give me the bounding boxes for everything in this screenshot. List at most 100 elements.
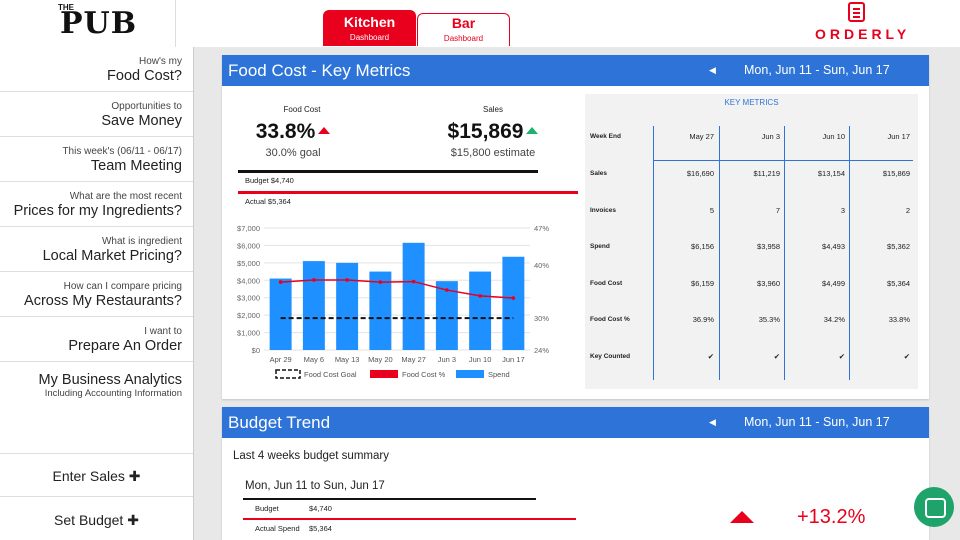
table-header-label: Week End (590, 133, 621, 140)
actual-bar (238, 191, 578, 194)
clipboard-icon (848, 2, 865, 22)
food-cost-goal: 30.0% goal (265, 147, 321, 159)
sales-value: $15,869 (418, 120, 568, 144)
prev-week-arrow-icon[interactable]: ◀ (709, 65, 716, 75)
bar (369, 271, 392, 350)
food-cost-point (378, 280, 383, 284)
budget-bar (238, 170, 538, 173)
date-range: Mon, Jun 11 - Sun, Jun 17 (744, 415, 890, 429)
sidebar-item-business-analytics[interactable]: My Business Analytics Including Accounti… (0, 362, 193, 412)
table-cell: 2 (905, 206, 910, 215)
app-name: ORDERLY (815, 26, 911, 42)
legend-swatch-food-cost (370, 370, 398, 378)
sidebar-item-prepare-order[interactable]: I want to Prepare An Order (0, 317, 193, 362)
sidebar-item-save-money[interactable]: Opportunities to Save Money (0, 92, 193, 137)
sidebar-item-team-meeting[interactable]: This week's (06/11 - 06/17) Team Meeting (0, 137, 193, 182)
table-cell: $3,958 (757, 242, 780, 251)
x-tick-label: Jun 17 (502, 355, 525, 364)
food-cost-label: Food Cost (283, 105, 321, 114)
table-row-label: Food Cost (590, 280, 623, 287)
sidebar-item-sublabel: I want to (144, 326, 182, 337)
food-cost-point (478, 294, 482, 298)
table-cell: $4,499 (822, 279, 845, 288)
sales-number: $15,869 (447, 120, 524, 143)
y2-tick-label: 24% (534, 346, 549, 355)
table-cell: $6,159 (691, 279, 714, 288)
table-cell: ✔ (773, 352, 780, 361)
legend-label: Food Cost Goal (304, 370, 357, 379)
sidebar-item-label: Local Market Pricing? (42, 248, 182, 264)
sidebar-item-label: My Business Analytics (38, 372, 182, 388)
table-cell: $11,219 (753, 169, 780, 178)
actual-spend-value: $5,364 (309, 524, 332, 533)
sales-estimate: $15,800 estimate (450, 147, 536, 159)
sidebar-item-label: Team Meeting (90, 158, 182, 174)
panel-title: Food Cost - Key Metrics (228, 61, 411, 80)
actual-spend-label: Actual Spend (255, 524, 300, 533)
table-cell: $5,364 (887, 279, 910, 288)
prev-week-arrow-icon[interactable]: ◀ (709, 417, 716, 427)
legend-swatch-goal (275, 369, 301, 379)
table-cell: $4,493 (822, 242, 845, 251)
table-row-label: Spend (590, 243, 610, 250)
enter-sales-button[interactable]: Enter Sales ✚ (0, 453, 193, 496)
sidebar-item-market-pricing[interactable]: What is ingredient Local Market Pricing? (0, 227, 193, 272)
x-tick-label: May 6 (304, 355, 324, 364)
table-cell: $15,869 (882, 169, 910, 178)
x-tick-label: Jun 10 (469, 355, 492, 364)
table-cell: $6,156 (691, 242, 714, 251)
table-column-header: Jun 10 (822, 132, 845, 141)
logo-area[interactable]: THE PUB (0, 0, 176, 47)
table-column-divider (719, 126, 720, 380)
y2-tick-label: 30% (534, 314, 549, 323)
food-cost-point (278, 280, 283, 284)
table-cell: 3 (840, 206, 845, 215)
chat-icon[interactable] (914, 487, 954, 527)
tab-kitchen[interactable]: Kitchen Dashboard (323, 10, 416, 46)
bar (502, 256, 525, 350)
tab-bar-title: Bar (451, 15, 476, 31)
x-tick-label: May 20 (368, 355, 393, 364)
bar (269, 278, 292, 350)
up-arrow-icon (526, 127, 539, 134)
table-cell: $16,690 (686, 169, 714, 178)
x-tick-label: May 13 (335, 355, 360, 364)
table-cell: 33.8% (888, 315, 910, 324)
logo: PUB (60, 6, 138, 41)
sidebar-item-food-cost[interactable]: How's my Food Cost? (0, 47, 193, 92)
table-column-header: May 27 (689, 132, 714, 141)
table-column-header: Jun 3 (761, 132, 780, 141)
budget-label: Budget $4,740 (245, 176, 294, 185)
logo-prefix: THE (58, 3, 74, 12)
panel-title: Budget Trend (228, 413, 331, 432)
table-column-header: Jun 17 (887, 132, 910, 141)
tab-bar-subtitle: Dashboard (443, 34, 484, 43)
y-tick-label: $4,000 (237, 276, 260, 285)
sidebar-item-ingredient-prices[interactable]: What are the most recent Prices for my I… (0, 182, 193, 227)
spend-food-cost-chart: $0 $1,000 $2,000 $3,000 $4,000 $5,000 $6,000 $7… (237, 224, 549, 379)
table-cell: ✔ (707, 352, 714, 361)
tab-kitchen-subtitle: Dashboard (349, 33, 390, 42)
x-tick-label: Jun 3 (438, 355, 456, 364)
sidebar-item-compare-restaurants[interactable]: How can I compare pricing Across My Rest… (0, 272, 193, 317)
table-row-label: Key Counted (590, 353, 631, 360)
tab-bar[interactable]: Bar Dashboard (417, 13, 510, 46)
legend-label: Food Cost % (402, 370, 446, 379)
budget-bar (243, 498, 536, 500)
table-column-divider (653, 126, 654, 380)
sidebar-item-label: Prepare An Order (68, 338, 182, 354)
budget-summary-label: Last 4 weeks budget summary (233, 450, 389, 462)
sidebar-item-sublabel: What is ingredient (101, 236, 182, 247)
table-cell: ✔ (838, 352, 845, 361)
bar (302, 261, 325, 350)
table-cell: 7 (775, 206, 780, 215)
top-bar: THE PUB Kitchen Dashboard Bar Dashboard … (0, 0, 960, 47)
set-budget-button[interactable]: Set Budget ✚ (0, 496, 193, 540)
bar (435, 281, 458, 350)
table-cell: 35.3% (758, 315, 780, 324)
food-cost-panel-header: Food Cost - Key Metrics ◀ Mon, Jun 11 - … (222, 55, 929, 86)
food-cost-number: 33.8% (255, 120, 316, 143)
y-tick-label: $3,000 (237, 294, 260, 303)
bar (469, 271, 492, 350)
sidebar-item-sublabel: Opportunities to (111, 101, 182, 112)
